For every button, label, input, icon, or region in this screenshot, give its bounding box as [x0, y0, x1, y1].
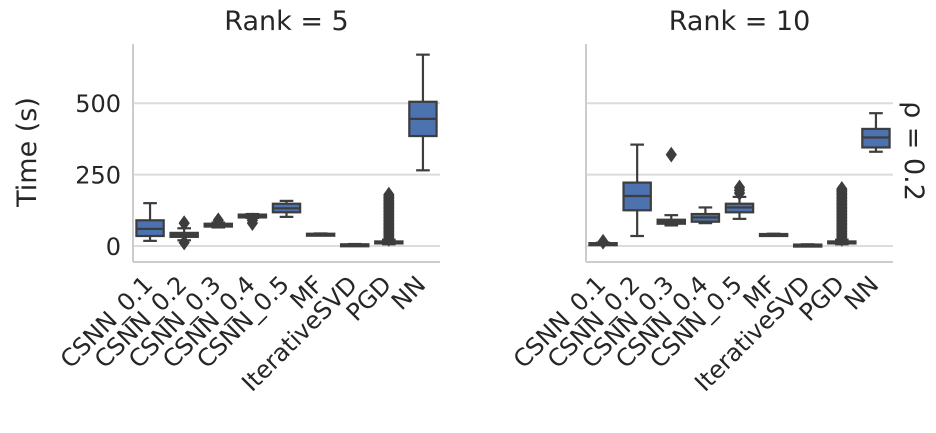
box-iterativesvd [792, 243, 823, 248]
panels: Rank = 50250500CSNN_0.1CSNN_0.2CSNN_0.3C… [55, 6, 893, 397]
y-tick-label-250: 250 [75, 162, 121, 190]
x-tick-label-nn: NN [386, 270, 431, 315]
row-label: ρ = 0.2 [898, 101, 929, 201]
box-csnn-0-4 [237, 212, 268, 232]
panel-title: Rank = 10 [669, 6, 811, 37]
panel-title: Rank = 5 [224, 6, 348, 37]
outlier-point [836, 181, 848, 197]
outlier-point [212, 212, 224, 229]
outlier-point [178, 234, 190, 251]
box-mf [758, 232, 789, 238]
box-pgd [827, 181, 857, 247]
x-tick-label-nn: NN [839, 270, 884, 315]
y-tick-label-0: 0 [106, 233, 121, 261]
box-csnn-0-1 [135, 202, 165, 242]
outlier-point [597, 233, 609, 250]
box-iterativesvd [339, 242, 370, 248]
y-tick-label-500: 500 [75, 90, 121, 118]
box-csnn-0-2 [169, 215, 199, 251]
outlier-point [383, 186, 395, 203]
box-csnn-0-1 [588, 233, 618, 250]
outlier-point [246, 215, 259, 232]
box-nn [861, 112, 891, 153]
outlier-point [178, 215, 190, 232]
box-mf [305, 232, 336, 237]
box-pgd [374, 186, 404, 247]
outlier-point [665, 146, 677, 163]
box-csnn-0-5 [724, 179, 755, 220]
y-axis-label: Time (s) [12, 97, 43, 208]
box-csnn-0-3 [203, 212, 234, 229]
box-csnn-0-5 [271, 199, 302, 218]
panel-1: Rank = 50250500CSNN_0.1CSNN_0.2CSNN_0.3C… [55, 6, 440, 397]
box-csnn-0-2 [622, 143, 652, 238]
box-csnn-0-3 [656, 146, 687, 227]
outlier-point [733, 179, 746, 196]
box-nn [408, 53, 438, 172]
panel-2: Rank = 10CSNN_0.1CSNN_0.2CSNN_0.3CSNN_0.… [508, 6, 893, 397]
box-csnn-0-4 [690, 206, 721, 225]
